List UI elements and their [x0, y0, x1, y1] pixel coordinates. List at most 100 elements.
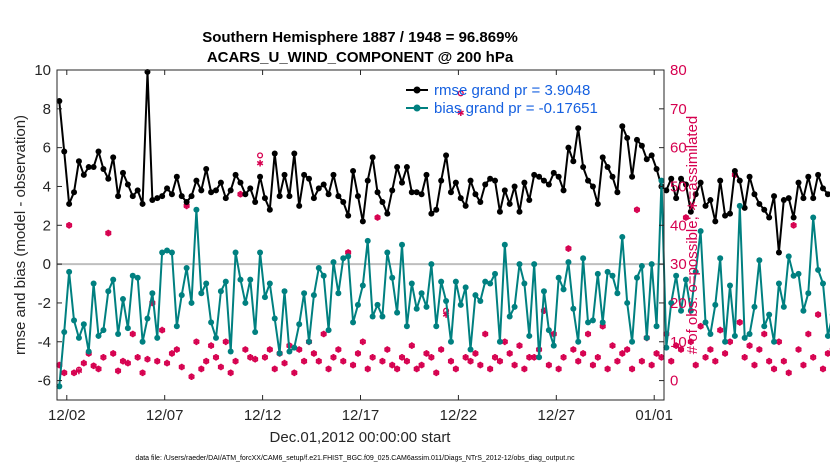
bias-point [354, 301, 361, 308]
rmse-point [580, 164, 587, 171]
bias-point [580, 255, 587, 262]
obs-assimilated-marker [575, 357, 582, 365]
obs-possible-marker [257, 152, 264, 159]
obs-assimilated-marker [139, 369, 146, 377]
bias-point [555, 274, 562, 281]
obs-assimilated-marker [335, 346, 342, 353]
bias-point [129, 272, 136, 279]
bias-point [633, 274, 640, 281]
obs-assimilated-marker [198, 365, 205, 373]
rmse-point [609, 173, 616, 180]
bias-point [443, 298, 450, 304]
bias-point [340, 255, 347, 262]
rmse-point [413, 189, 420, 196]
rmse-point [75, 158, 82, 165]
x-tick-label: 01/01 [635, 407, 673, 424]
obs-assimilated-marker [207, 342, 215, 349]
bias-point [526, 332, 533, 339]
obs-assimilated-marker [736, 319, 743, 326]
obs-assimilated-marker [668, 357, 675, 365]
rmse-point [281, 171, 288, 178]
obs-assimilated-marker [163, 359, 171, 367]
rmse-point [110, 154, 117, 161]
rmse-point [462, 202, 469, 209]
y-tick-label: 4 [43, 178, 51, 195]
rmse-point [271, 150, 278, 157]
bias-point [712, 301, 719, 308]
obs-assimilated-marker [202, 357, 210, 365]
rmse-point [585, 177, 592, 184]
obs-assimilated-marker [105, 229, 112, 237]
rmse-point [766, 214, 773, 221]
bias-point [193, 206, 200, 213]
obs-assimilated-marker [614, 357, 621, 365]
bias-point [315, 265, 322, 271]
bias-point [800, 307, 807, 314]
obs-assimilated-marker [467, 357, 474, 365]
rmse-point [261, 195, 268, 202]
rmse-point [90, 164, 97, 171]
bias-point [780, 303, 787, 310]
bias-point [350, 319, 357, 326]
rmse-point [227, 187, 234, 194]
obs-assimilated-marker [653, 350, 660, 357]
rmse-point [692, 191, 699, 198]
bias-point [707, 331, 714, 337]
rmse-point [815, 171, 822, 178]
bias-point [521, 280, 528, 287]
obs-assimilated-marker [349, 361, 357, 369]
obs-assimilated-marker [530, 354, 538, 361]
obs-assimilated-marker [800, 361, 807, 369]
rmse-point [550, 169, 557, 176]
legend-rmse-label: rmse grand pr = 3.9048 [434, 82, 590, 99]
obs-assimilated-marker [90, 362, 97, 370]
bias-point [457, 301, 464, 308]
bias-point [389, 274, 396, 281]
bias-point [619, 233, 626, 240]
obs-assimilated-marker [168, 350, 176, 357]
rmse-point [379, 199, 386, 205]
obs-assimilated-marker [154, 357, 161, 365]
rmse-point [506, 200, 513, 207]
obs-assimilated-marker [682, 214, 690, 221]
right-y-tick-label: 70 [670, 101, 687, 118]
bias-point [384, 249, 391, 256]
rmse-point [320, 181, 327, 188]
bias-point [697, 228, 704, 235]
obs-assimilated-marker [374, 214, 381, 221]
bias-point [291, 344, 298, 351]
obs-assimilated-marker [633, 206, 641, 214]
y-tick-label: -6 [38, 373, 51, 390]
bias-point [85, 348, 92, 355]
bias-point [775, 280, 782, 287]
obs-assimilated-marker [775, 338, 783, 346]
bias-point [301, 290, 308, 297]
bias-point [110, 276, 117, 283]
rmse-point [496, 208, 503, 215]
rmse-point [521, 179, 528, 186]
bias-point [624, 299, 631, 306]
bias-point [462, 284, 469, 291]
rmse-point [56, 98, 63, 105]
rmse-point [203, 166, 210, 172]
obs-assimilated-marker [109, 350, 117, 357]
obs-assimilated-marker [770, 365, 778, 373]
bias-point [487, 280, 494, 287]
obs-assimilated-marker [408, 342, 416, 349]
rmse-point [330, 171, 337, 178]
obs-possible-marker [457, 90, 464, 97]
bias-point [403, 323, 410, 330]
obs-assimilated-marker [61, 369, 68, 377]
bias-point [629, 338, 636, 345]
bias-point [306, 338, 313, 345]
rmse-point [614, 189, 621, 196]
obs-assimilated-marker [129, 330, 136, 338]
obs-assimilated-marker [638, 357, 646, 365]
rmse-point [394, 164, 401, 171]
obs-assimilated-marker [359, 338, 367, 346]
rmse-point [369, 154, 376, 161]
obs-assimilated-marker [114, 367, 122, 375]
bias-point [335, 290, 342, 297]
bias-point [771, 338, 778, 345]
bias-point [369, 313, 376, 320]
